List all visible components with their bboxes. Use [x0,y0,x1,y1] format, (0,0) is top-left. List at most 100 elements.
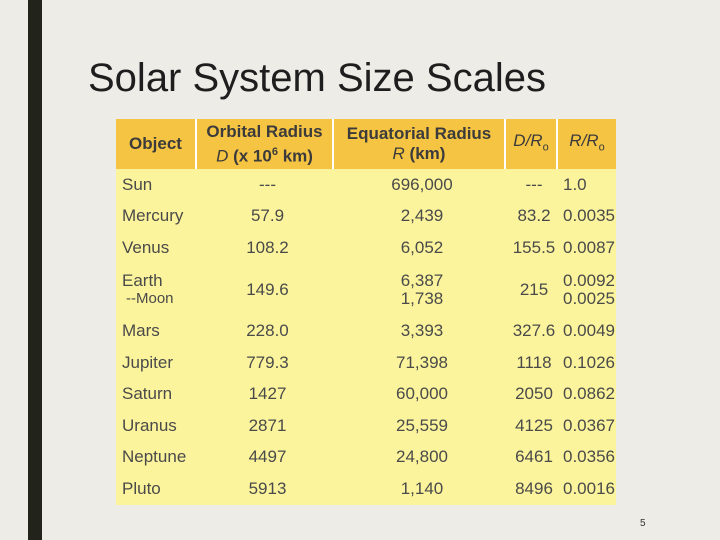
cell-text: Mars [122,321,160,341]
table-row: Neptune 4497 24,800 6461 0.0356 [116,442,616,474]
table-row: Jupiter 779.3 71,398 1118 0.1026 [116,347,616,379]
table-cell: 2,439 [333,201,505,233]
cell-text: 6,052 [400,237,444,257]
header-cell: D/Ro [504,119,558,169]
table-body: Sun --- 696,000 --- 1.0 Mercury 57.9 2,439 83.2 0… [116,169,616,505]
table-cell: 6461 [505,442,557,474]
table-cell: 0.0862 [557,379,616,411]
cell-text: 1427 [248,384,287,404]
header-row: Object Orbital Radius D (x 106 km) Equat… [116,119,616,169]
cell-text: 108.2 [246,237,289,257]
page-number: 5 [640,518,646,529]
header-text: Orbital Radius [206,121,323,141]
cell-text: --Moon [126,289,174,307]
cell-text: 0.0092 [563,270,615,290]
header-cell: Orbital Radius D (x 106 km) [195,119,334,169]
header-symbol: D [216,146,229,166]
table-cell: 0.0087 [557,232,616,264]
table-cell: 0.0092 0.0025 [557,264,616,316]
cell-text: 83.2 [517,206,551,226]
table-cell: 2050 [505,379,557,411]
cell-text: 60,000 [396,384,448,404]
table-cell: 25,559 [333,410,505,442]
cell-text: 4125 [515,415,553,435]
cell-text: 2871 [248,415,287,435]
cell-text: 0.0035 [563,206,615,226]
table-cell: 5913 [196,473,333,505]
header-cell: R/Ro [556,119,616,169]
table-row: Earth --Moon 149.6 6,387 1,738 215 0.0092 0.002… [116,264,616,316]
table-row: Mercury 57.9 2,439 83.2 0.0035 [116,201,616,233]
cell-text: 779.3 [246,352,289,372]
cell-text: 25,559 [396,415,448,435]
slide-title: Solar System Size Scales [88,56,546,100]
table-cell: 0.0035 [557,201,616,233]
table-cell: 2871 [196,410,333,442]
table-cell: Uranus [116,410,196,442]
data-table: Object Orbital Radius D (x 106 km) Equat… [116,119,616,505]
table-cell: 149.6 [196,264,333,316]
cell-text: 6461 [515,447,553,467]
cell-text: --- [525,174,543,194]
cell-text: 2050 [515,384,553,404]
table-cell: 6,052 [333,232,505,264]
header-subscript: o [598,141,605,154]
cell-text: Mercury [122,206,184,226]
header-symbol: D/R [513,130,543,150]
cell-text: 0.0049 [563,321,615,341]
table-cell: 215 [505,264,557,316]
table-cell: 71,398 [333,347,505,379]
table-cell: --- [196,169,333,201]
cell-text: 3,393 [400,321,444,341]
cell-text: 0.0087 [563,237,615,257]
table-cell: 327.6 [505,316,557,348]
cell-text: 24,800 [396,447,448,467]
table-cell: 155.5 [505,232,557,264]
table-cell: Mercury [116,201,196,233]
table-cell: 696,000 [333,169,505,201]
cell-text: Neptune [122,447,187,467]
side-bar [28,0,42,540]
table-cell: 4125 [505,410,557,442]
table-cell: 1118 [505,347,557,379]
table-cell: 3,393 [333,316,505,348]
table-cell: 60,000 [333,379,505,411]
table-row: Venus 108.2 6,052 155.5 0.0087 [116,232,616,264]
cell-text: 0.0356 [563,447,615,467]
header-unit: (km) [409,144,446,163]
table-cell: Mars [116,316,196,348]
table-cell: 228.0 [196,316,333,348]
table-cell: 779.3 [196,347,333,379]
cell-text: 0.0862 [563,384,615,404]
table-cell: Earth --Moon [116,264,196,316]
table-cell: 4497 [196,442,333,474]
cell-text: 1,140 [400,478,444,498]
header-cell: Equatorial Radius R (km) [332,119,506,169]
table-row: Saturn 1427 60,000 2050 0.0862 [116,379,616,411]
table-cell: 0.0049 [557,316,616,348]
cell-text: Uranus [122,415,177,435]
header-cell: Object [116,119,197,169]
cell-text: 0.1026 [563,352,615,372]
cell-text: Sun [122,174,153,194]
cell-text: 1.0 [563,174,587,194]
table-row: Uranus 2871 25,559 4125 0.0367 [116,410,616,442]
table-cell: 57.9 [196,201,333,233]
table-cell: 83.2 [505,201,557,233]
cell-text: 71,398 [396,352,448,372]
header-text: Object [129,134,182,153]
table-cell: 6,387 1,738 [333,264,505,316]
table-cell: 1.0 [557,169,616,201]
table-cell: Saturn [116,379,196,411]
cell-text: 215 [519,279,549,299]
table-cell: --- [505,169,557,201]
table-cell: 1427 [196,379,333,411]
cell-text: 4497 [248,447,287,467]
cell-text: 155.5 [512,237,556,257]
cell-text: 149.6 [246,279,289,299]
cell-text: 5913 [248,478,287,498]
cell-text: 1118 [516,352,552,372]
cell-text: Venus [122,237,170,257]
cell-text: --- [259,174,276,194]
